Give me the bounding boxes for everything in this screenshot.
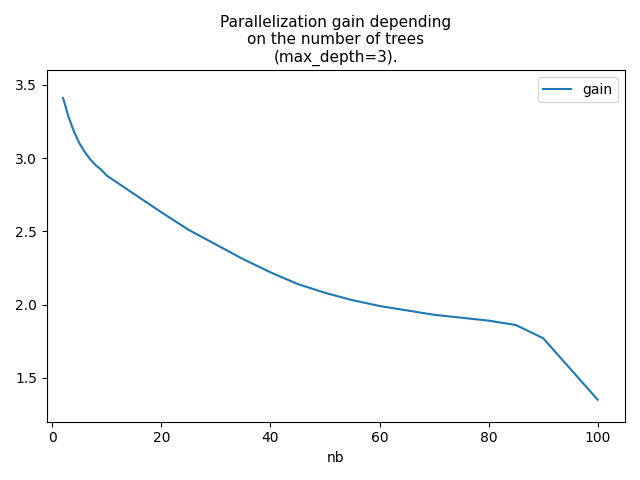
gain	[147, 202, 154, 208]
gain	[348, 297, 356, 303]
gain	[239, 256, 247, 262]
gain	[157, 209, 165, 215]
gain	[403, 308, 411, 313]
Line: gain: gain	[63, 98, 598, 400]
gain	[103, 173, 111, 179]
gain	[484, 318, 492, 324]
gain	[376, 303, 383, 309]
gain	[321, 290, 329, 296]
gain	[458, 315, 465, 321]
gain	[266, 269, 274, 275]
gain	[185, 227, 193, 233]
gain	[114, 180, 122, 186]
Title: Parallelization gain depending
on the number of trees
(max_depth=3).: Parallelization gain depending on the nu…	[220, 15, 451, 66]
gain	[76, 141, 83, 146]
gain	[86, 156, 94, 162]
gain	[125, 187, 132, 193]
gain	[512, 322, 520, 328]
Legend: gain: gain	[538, 77, 618, 102]
gain	[65, 114, 72, 120]
gain	[430, 312, 438, 318]
gain	[594, 397, 602, 403]
gain	[92, 162, 100, 168]
gain	[60, 95, 67, 101]
gain	[294, 281, 301, 287]
gain	[97, 167, 105, 173]
gain	[540, 336, 547, 341]
gain	[212, 241, 220, 247]
X-axis label: nb: nb	[327, 451, 345, 465]
gain	[81, 149, 89, 155]
gain	[70, 129, 78, 134]
gain	[136, 195, 143, 201]
